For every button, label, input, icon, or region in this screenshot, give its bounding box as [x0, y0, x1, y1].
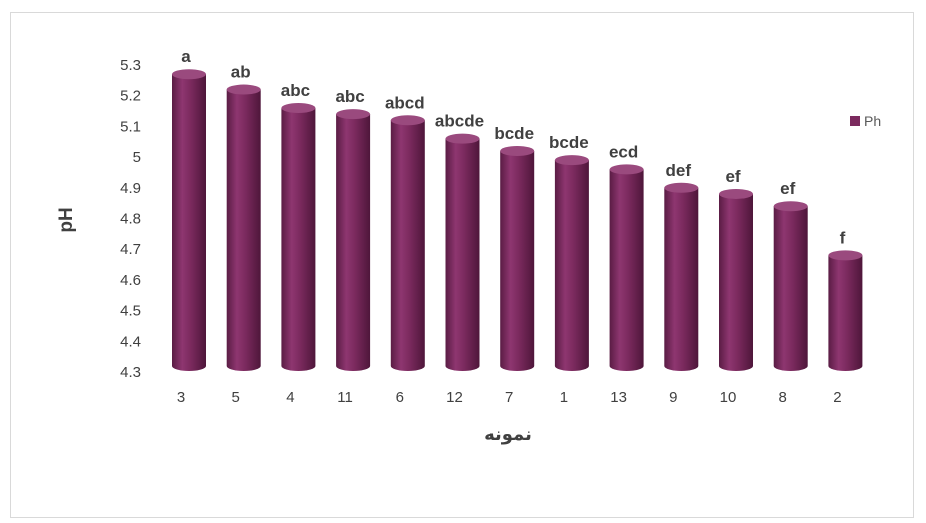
bar-body: [828, 255, 863, 372]
bar-body: [226, 89, 261, 371]
bar-body: [390, 120, 425, 372]
x-axis-label: نمونه: [484, 424, 532, 445]
bar-top: [226, 84, 261, 95]
bar-top: [390, 115, 425, 126]
bar-body: [609, 169, 644, 372]
bar: [172, 69, 206, 372]
bar-top: [281, 102, 316, 113]
bar: [828, 250, 863, 372]
x-tick-label: 6: [396, 389, 404, 406]
legend-swatch: [850, 116, 860, 126]
y-tick-label: 4.4: [120, 333, 141, 350]
bar-top: [609, 164, 644, 175]
bar-body: [773, 206, 808, 372]
y-tick-label: 4.3: [120, 364, 141, 381]
y-tick-label: 5.1: [120, 118, 141, 135]
bar: [773, 201, 808, 372]
bar-top: [445, 133, 480, 144]
data-label: abc: [335, 87, 364, 106]
x-tick-label: 9: [669, 389, 677, 406]
bar-body: [281, 107, 316, 372]
data-label: ecd: [609, 142, 638, 161]
bar-top: [828, 250, 863, 261]
legend: Ph: [850, 113, 881, 129]
bar-body: [719, 193, 753, 371]
x-tick-label: 8: [779, 389, 787, 406]
x-tick-label: 2: [833, 389, 841, 406]
bar: [445, 133, 480, 372]
bar-top: [554, 155, 589, 166]
x-tick-label: 12: [446, 389, 463, 406]
bar: [609, 164, 644, 372]
bar-body: [500, 150, 535, 372]
y-tick-label: 4.7: [120, 241, 141, 258]
data-label: def: [666, 161, 692, 180]
y-tick-label: 4.6: [120, 272, 141, 289]
bar-top: [172, 69, 206, 80]
data-label: bcde: [549, 133, 589, 152]
y-tick-label: 4.8: [120, 211, 141, 228]
bar: [664, 182, 699, 372]
y-tick-label: 4.9: [120, 180, 141, 197]
y-tick-label: 5: [133, 149, 141, 166]
data-label: abc: [281, 81, 310, 100]
y-tick-label: 4.5: [120, 303, 141, 320]
bar-top: [773, 201, 808, 212]
x-tick-label: 10: [720, 389, 737, 406]
x-tick-label: 5: [232, 389, 240, 406]
bar-body: [664, 187, 699, 372]
data-label: bcde: [494, 124, 534, 143]
x-tick-label: 3: [177, 389, 185, 406]
data-label: ef: [780, 179, 795, 198]
bar: [226, 84, 261, 371]
x-tick-label: 13: [610, 389, 627, 406]
bar-body: [172, 74, 206, 372]
data-label: ab: [231, 63, 251, 82]
x-tick-label: 7: [505, 389, 513, 406]
bar: [336, 109, 371, 372]
y-axis-label: pH: [56, 207, 77, 232]
bar-top: [336, 109, 371, 120]
bar: [554, 155, 589, 372]
x-tick-label: 1: [560, 389, 568, 406]
data-label: ef: [725, 167, 740, 186]
bar-body: [336, 114, 371, 372]
bar: [500, 145, 535, 372]
bar: [390, 115, 425, 372]
bar-top: [500, 145, 535, 156]
bar: [281, 102, 316, 372]
x-tick-label: 11: [337, 389, 353, 406]
data-label: abcd: [385, 93, 425, 112]
bar-top: [719, 188, 753, 199]
data-label: f: [840, 228, 846, 247]
bar-top: [664, 182, 699, 193]
x-tick-label: 4: [286, 389, 294, 406]
bar-body: [445, 138, 480, 372]
legend-label: Ph: [864, 113, 881, 129]
data-label: a: [181, 47, 191, 66]
bar: [719, 188, 753, 371]
y-tick-label: 5.2: [120, 88, 141, 105]
y-tick-label: 5.3: [120, 57, 141, 74]
bar-body: [554, 160, 589, 372]
data-label: abcde: [435, 112, 484, 131]
